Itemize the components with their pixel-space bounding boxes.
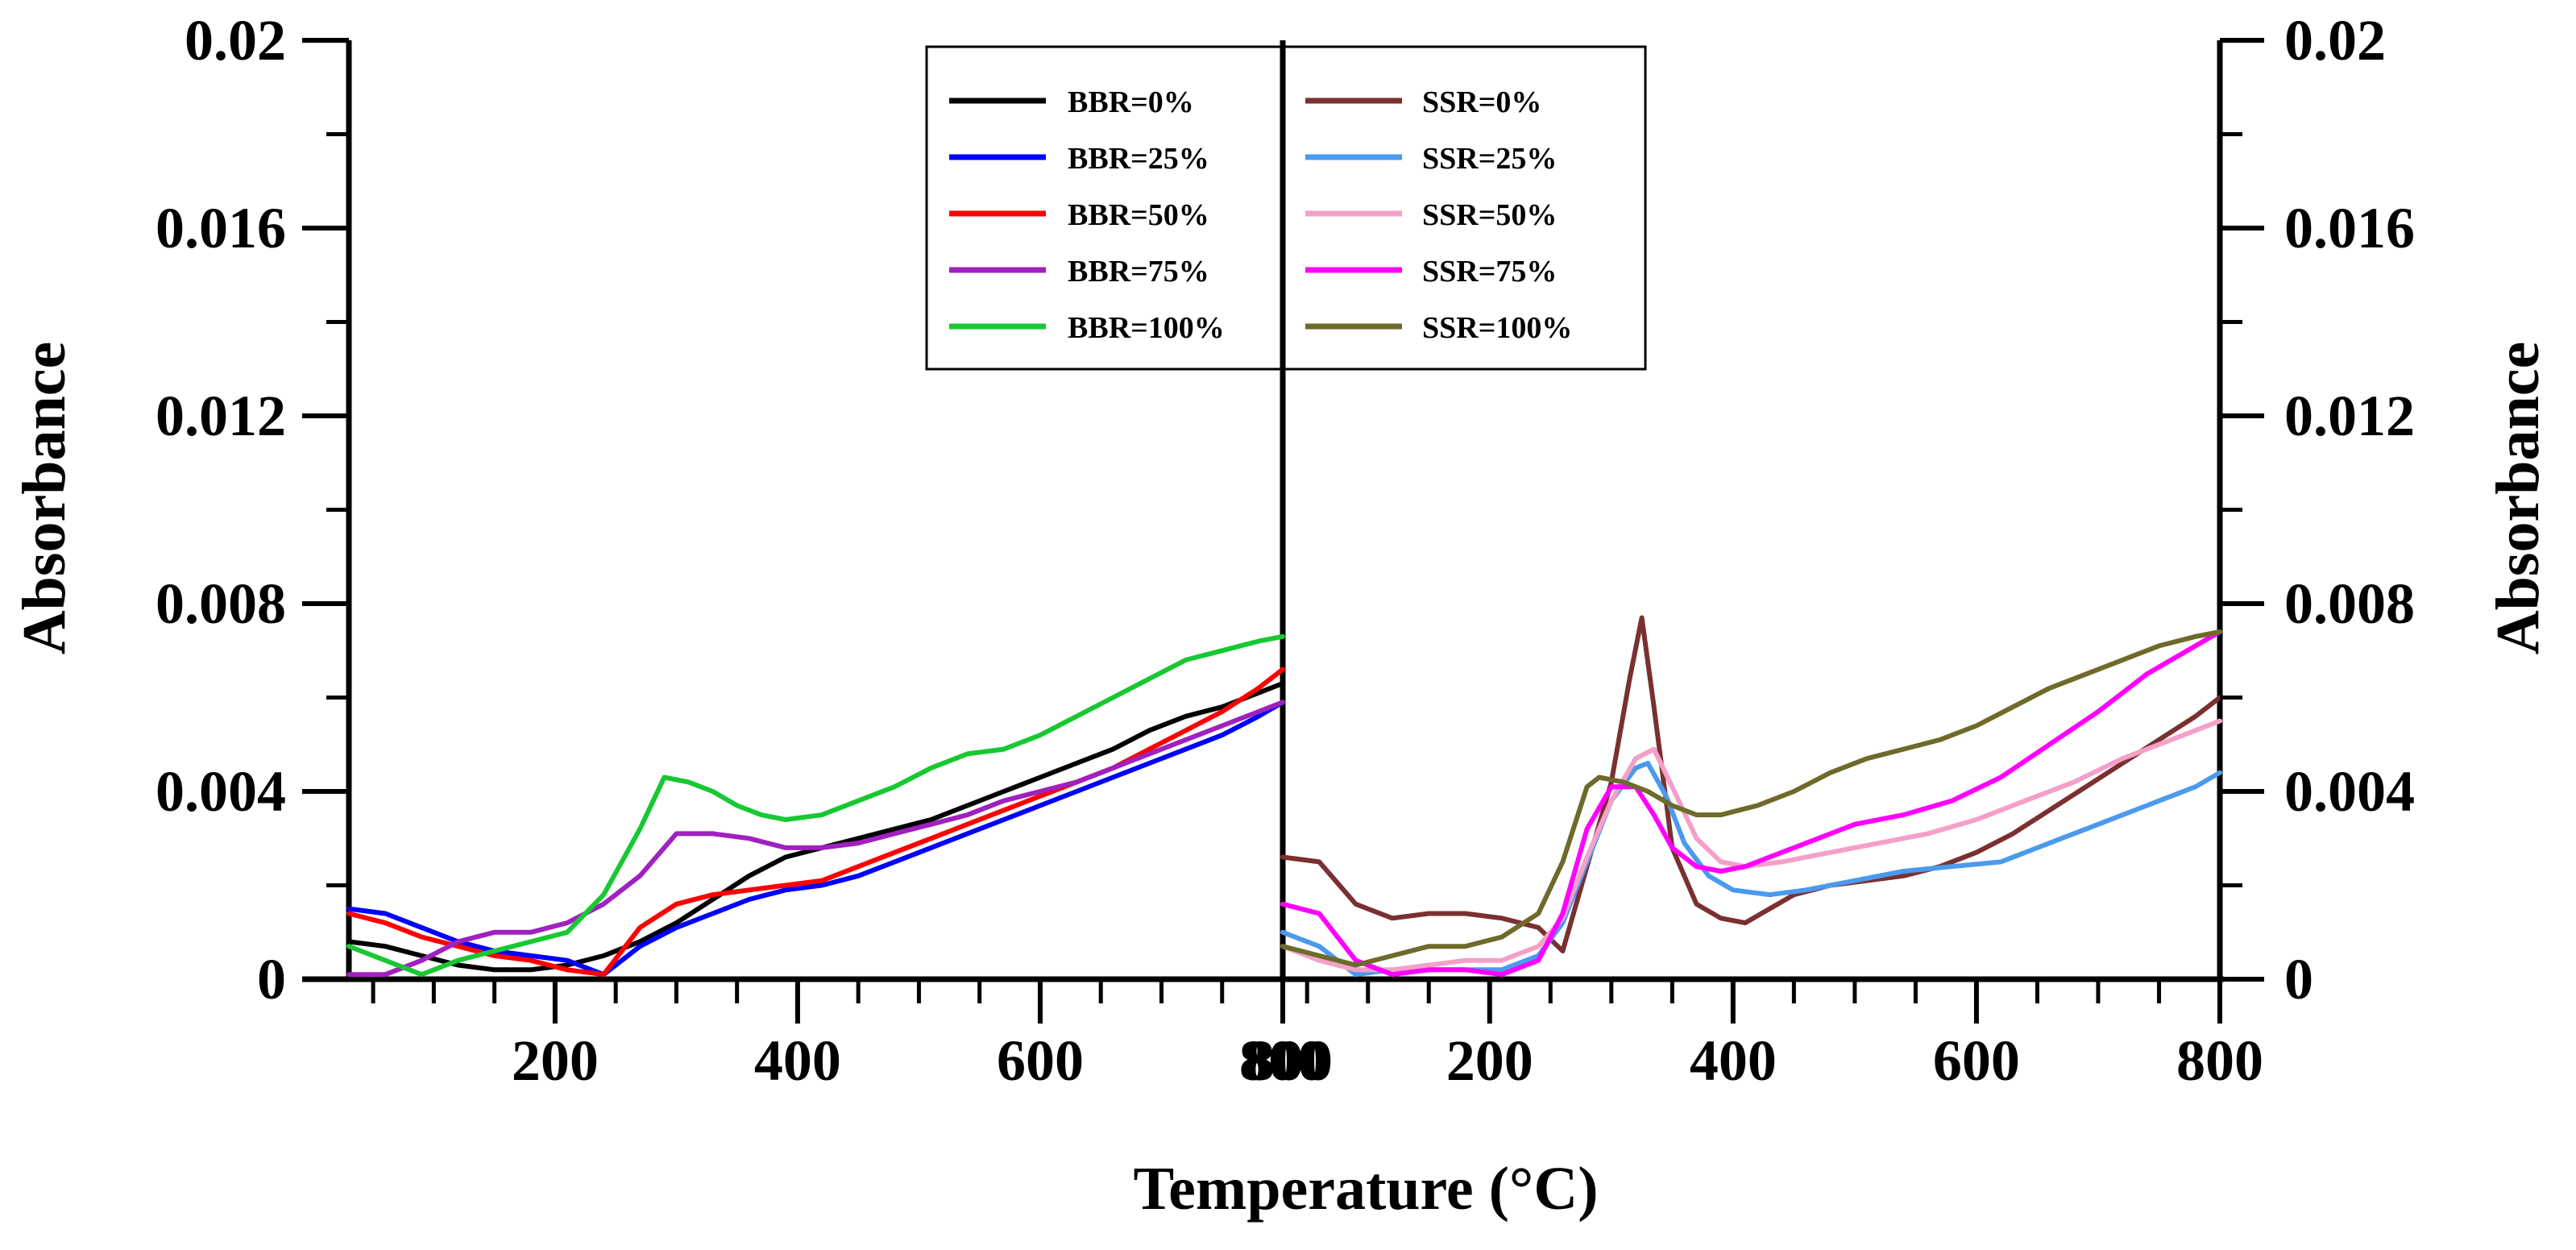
series-line-ssr-100-: [1280, 629, 2222, 968]
x-tick-label-left: 800: [1239, 1028, 1326, 1093]
x-tick-label-right: 400: [1690, 1028, 1777, 1093]
y-tick-label-right: 0: [2284, 947, 2313, 1011]
x-tick-label-left: 600: [997, 1028, 1084, 1093]
legend-label: SSR=50%: [1422, 198, 1557, 232]
x-tick-label-right: 800: [2176, 1028, 2263, 1093]
x-tick-label-left: 200: [512, 1028, 599, 1093]
y-tick-label-left: 0.004: [156, 759, 286, 824]
series-layer: [346, 615, 2222, 978]
x-tick-label-right: 200: [1446, 1028, 1533, 1093]
legend-label: SSR=0%: [1422, 85, 1541, 119]
legend-label: BBR=0%: [1068, 85, 1194, 119]
y-tick-label-left: 0.008: [156, 571, 286, 636]
x-tick-label-right: 600: [1933, 1028, 2020, 1093]
legend-label: SSR=75%: [1422, 255, 1557, 289]
y-tick-label-left: 0.016: [156, 196, 286, 260]
tick-layer: 0 0 0.004 0.004 0.008 0.008 0.012 0.012 0.016 0.0…: [156, 8, 2415, 1093]
legend-label: SSR=25%: [1422, 142, 1557, 176]
y-tick-label-right: 0.004: [2284, 759, 2415, 824]
series-line-bbr-50-: [346, 667, 1285, 978]
series-line-bbr-75-: [346, 700, 1285, 978]
legend-label: BBR=25%: [1068, 142, 1209, 176]
legend-label: BBR=75%: [1068, 255, 1209, 289]
x-tick-label-right: 800: [1246, 1028, 1333, 1093]
series-line-ssr-75-: [1280, 629, 2222, 978]
series-line-bbr-100-: [346, 633, 1285, 978]
y-tick-label-left: 0: [257, 947, 286, 1011]
legend-label: BBR=100%: [1068, 311, 1225, 345]
x-axis-title: Temperature (°C): [1133, 1155, 1598, 1223]
series-line-ssr-25-: [1280, 761, 2222, 978]
series-line-ssr-0-: [1280, 615, 2222, 953]
x-tick-label-left: 400: [754, 1028, 841, 1093]
y-tick-label-left: 0.02: [185, 8, 286, 73]
series-line-bbr-25-: [346, 700, 1285, 978]
legend-label: BBR=50%: [1068, 198, 1209, 232]
y-tick-label-left: 0.012: [156, 384, 286, 448]
legend-label: SSR=100%: [1422, 311, 1572, 345]
y-tick-label-right: 0.016: [2284, 196, 2415, 260]
y-axis-title-left: Absorbance: [10, 342, 78, 654]
y-tick-label-right: 0.008: [2284, 571, 2415, 636]
y-axis-title-right: Absorbance: [2484, 342, 2552, 654]
series-line-ssr-50-: [1280, 718, 2222, 973]
series-line-bbr-0-: [346, 681, 1285, 973]
y-tick-label-right: 0.02: [2284, 8, 2386, 73]
y-tick-label-right: 0.012: [2284, 384, 2415, 448]
legend-layer: BBR=0% BBR=25% BBR=50% BBR=75% BBR=100% SSR=0…: [925, 40, 1647, 371]
